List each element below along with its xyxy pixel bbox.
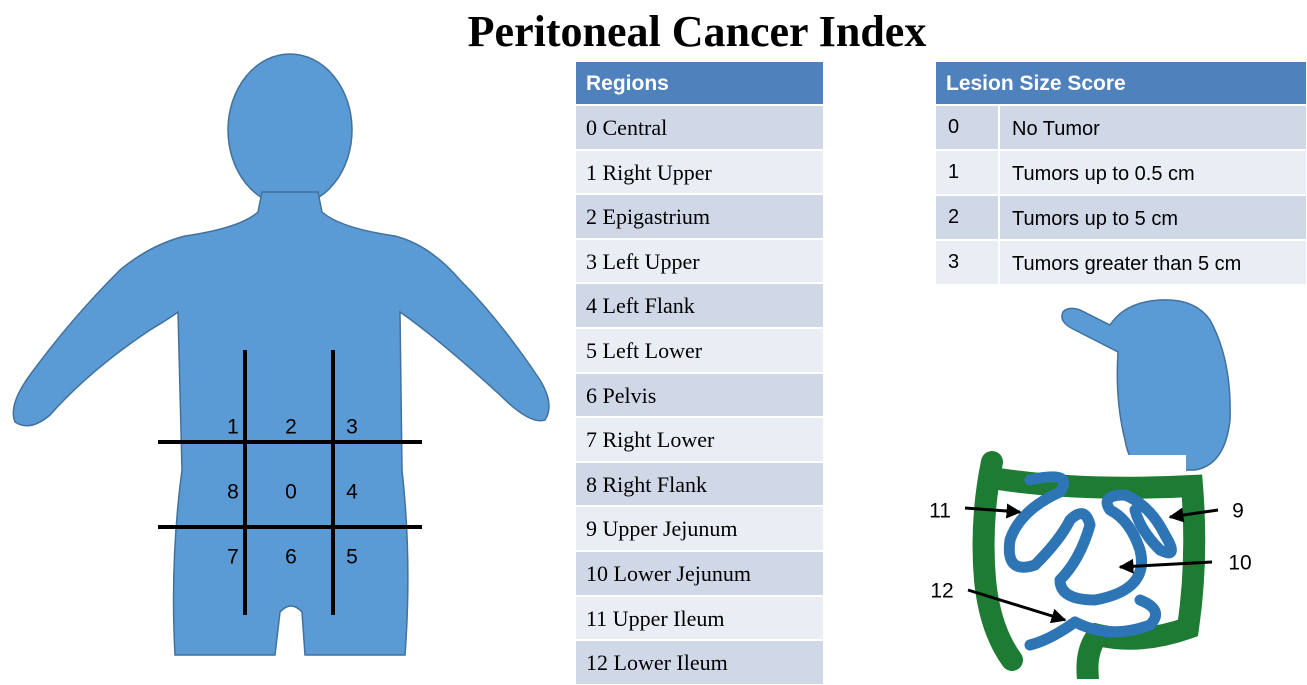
table-row: 3 Left Upper xyxy=(576,240,823,283)
score-cell: 3 xyxy=(936,241,1000,284)
table-row: 10 Lower Jejunum xyxy=(576,552,823,595)
region-number: 11 xyxy=(929,500,951,523)
body-silhouette xyxy=(13,54,549,655)
stomach xyxy=(1062,300,1230,479)
region-number: 0 xyxy=(285,481,297,504)
score-cell: 2 xyxy=(936,196,1000,239)
page-title: Peritoneal Cancer Index xyxy=(0,6,1307,57)
table-row: 4 Left Flank xyxy=(576,284,823,327)
region-number: 8 xyxy=(227,481,239,504)
small-intestine xyxy=(1009,477,1171,645)
score-cell: 1 xyxy=(936,151,1000,194)
table-row: 7 Right Lower xyxy=(576,418,823,461)
description-cell: No Tumor xyxy=(1000,106,1250,149)
region-number: 6 xyxy=(285,546,297,569)
region-number: 3 xyxy=(346,416,358,439)
region-number: 4 xyxy=(346,481,358,504)
table-row: 6 Pelvis xyxy=(576,374,823,417)
region-number: 5 xyxy=(346,546,358,569)
table-row: 12 Lower Ileum xyxy=(576,641,823,684)
region-number: 7 xyxy=(227,546,239,569)
table-row: 0 Central xyxy=(576,106,823,149)
region-number: 1 xyxy=(227,416,239,439)
description-cell: Tumors up to 0.5 cm xyxy=(1000,151,1250,194)
region-number: 12 xyxy=(930,580,953,603)
score-cell: 0 xyxy=(936,106,1000,149)
region-number: 2 xyxy=(285,416,297,439)
region-number: 9 xyxy=(1232,500,1244,523)
description-cell: Tumors greater than 5 cm xyxy=(1000,241,1250,284)
description-cell: Tumors up to 5 cm xyxy=(1000,196,1250,239)
table-row: 2 Epigastrium xyxy=(576,195,823,238)
table-row: 9 Upper Jejunum xyxy=(576,507,823,550)
table-row: 11 Upper Ileum xyxy=(576,597,823,640)
page: 123804765 1191012 Peritoneal Cancer Inde… xyxy=(0,0,1307,679)
region-number: 10 xyxy=(1228,552,1251,575)
table-row: 5 Left Lower xyxy=(576,329,823,372)
table-row: 1 Right Upper xyxy=(576,151,823,194)
table-header: Lesion Size Score xyxy=(936,62,1306,104)
table-header: Regions xyxy=(576,62,823,104)
table-row: 8 Right Flank xyxy=(576,463,823,506)
